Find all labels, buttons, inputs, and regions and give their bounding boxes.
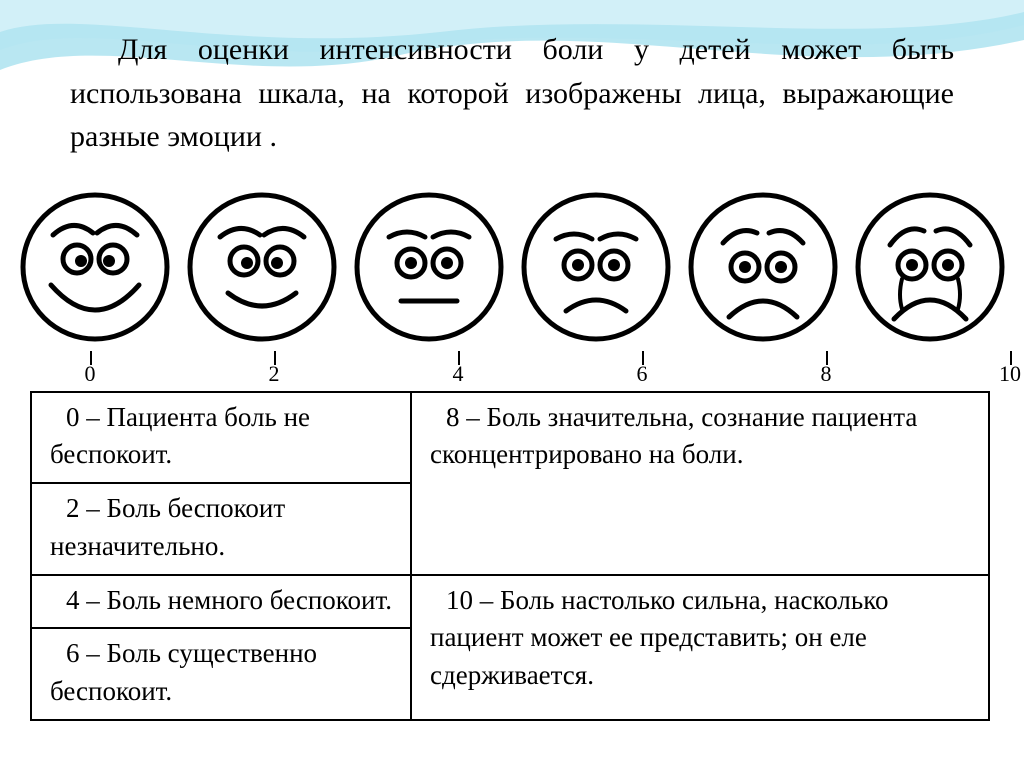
face-sad-icon: [683, 187, 843, 347]
slide-heading: Для оценки интенсивности боли у детей мо…: [70, 28, 954, 159]
desc-6: 6 – Боль существенно беспокоит.: [31, 628, 411, 720]
descriptions-table: 0 – Пациента боль не беспокоит. 8 – Боль…: [30, 391, 990, 722]
desc-4: 4 – Боль немного беспокоит.: [31, 575, 411, 629]
face-10: [847, 187, 1012, 347]
face-very-happy-icon: [15, 187, 175, 347]
face-crying-icon: [850, 187, 1010, 347]
desc-2: 2 – Боль беспокоит незначительно.: [31, 483, 411, 575]
tick-label-10: 10: [999, 361, 1021, 387]
tick-label-8: 8: [821, 361, 832, 387]
desc-10: 10 – Боль настолько сильна, насколько па…: [411, 575, 989, 720]
face-2: [179, 187, 344, 347]
scale-ticks: 0 2 4 6 8 10: [10, 351, 1014, 385]
tick-label-6: 6: [637, 361, 648, 387]
tick-label-2: 2: [269, 361, 280, 387]
face-6: [513, 187, 678, 347]
tick-label-4: 4: [453, 361, 464, 387]
face-8: [680, 187, 845, 347]
face-4: [346, 187, 511, 347]
desc-8: 8 – Боль значительна, сознание пациента …: [411, 392, 989, 575]
face-0: [12, 187, 177, 347]
face-happy-icon: [182, 187, 342, 347]
desc-0: 0 – Пациента боль не беспокоит.: [31, 392, 411, 484]
face-slight-frown-icon: [516, 187, 676, 347]
faces-scale-row: [10, 187, 1014, 347]
face-neutral-icon: [349, 187, 509, 347]
tick-label-0: 0: [85, 361, 96, 387]
